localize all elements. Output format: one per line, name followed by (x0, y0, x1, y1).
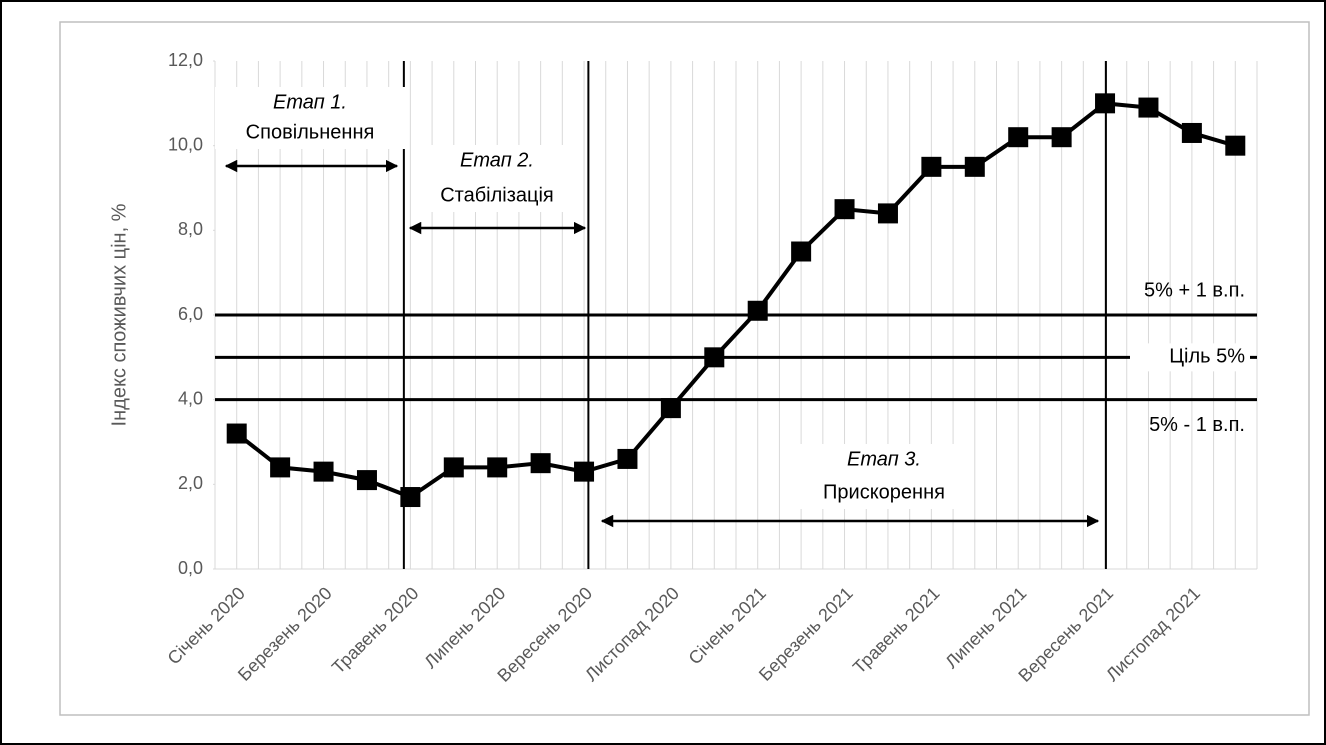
y-tick-label: 0,0 (178, 558, 203, 578)
phase-label: Сповільнення (246, 121, 375, 143)
marker (356, 470, 377, 491)
marker (964, 156, 985, 177)
marker (1095, 93, 1116, 114)
marker (487, 457, 508, 478)
reference-label: Ціль 5% (1169, 346, 1245, 368)
marker (270, 457, 291, 478)
y-axis-label: Індекс споживчих цін, % (108, 203, 130, 426)
phase-label: Прискорення (823, 481, 945, 503)
marker (1225, 135, 1246, 156)
reference-label: 5% - 1 в.п. (1149, 414, 1245, 436)
label-bg (799, 444, 969, 509)
marker (574, 461, 595, 482)
label-bg (1130, 343, 1250, 372)
marker (530, 453, 551, 474)
marker (921, 156, 942, 177)
marker (1181, 122, 1202, 143)
marker (1051, 127, 1072, 148)
y-tick-label: 2,0 (178, 473, 203, 493)
marker (660, 398, 681, 419)
marker (1008, 127, 1029, 148)
phase-label: Стабілізація (440, 184, 554, 206)
y-tick-label: 12,0 (168, 50, 203, 70)
marker (834, 199, 855, 220)
y-tick-label: 8,0 (178, 219, 203, 239)
y-tick-label: 6,0 (178, 304, 203, 324)
marker (704, 347, 725, 368)
phase-title: Етап 2. (460, 149, 534, 171)
y-tick-label: 10,0 (168, 134, 203, 154)
reference-label: 5% + 1 в.п. (1144, 279, 1245, 301)
label-bg (412, 145, 582, 212)
marker (443, 457, 464, 478)
marker (877, 203, 898, 224)
marker (313, 461, 334, 482)
y-tick-label: 4,0 (178, 388, 203, 408)
phase-title: Етап 3. (847, 448, 921, 470)
marker (617, 448, 638, 469)
marker (791, 241, 812, 262)
marker (747, 300, 768, 321)
marker (400, 487, 421, 508)
label-bg (215, 87, 405, 149)
marker (1138, 97, 1159, 118)
phase-title: Етап 1. (273, 91, 347, 113)
marker (226, 423, 247, 444)
